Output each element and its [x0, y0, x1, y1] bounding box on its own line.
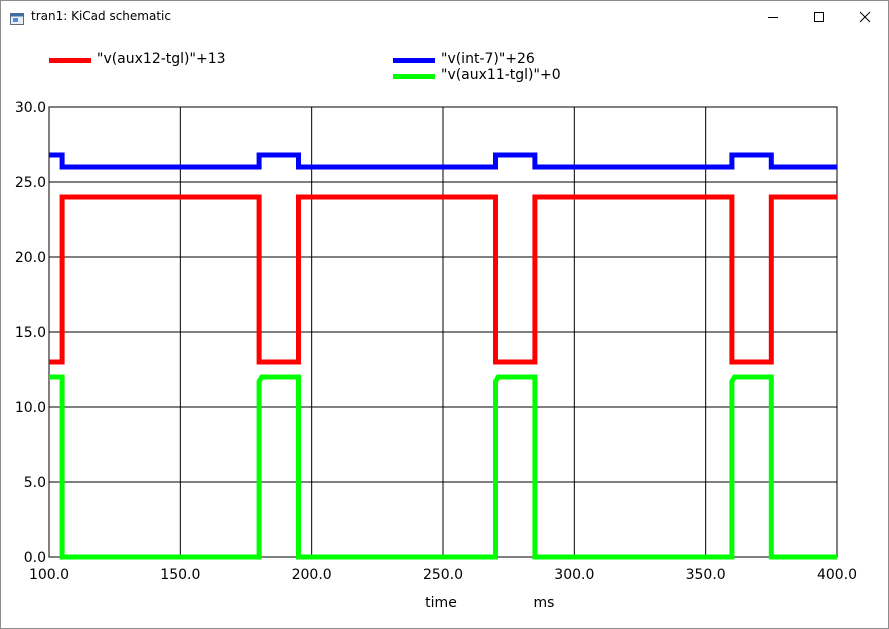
minimize-icon: [768, 17, 778, 18]
legend-label-aux11: "v(aux11-tgl)"+0: [441, 67, 561, 83]
y-tick-label: 20.0: [15, 250, 46, 266]
kicad-app-icon: [10, 10, 24, 25]
minimize-button[interactable]: [750, 1, 796, 32]
maximize-icon: [814, 12, 824, 22]
y-tick-label: 5.0: [24, 475, 46, 491]
legend-label-int7: "v(int-7)"+26: [441, 51, 535, 67]
legend-label-aux12: "v(aux12-tgl)"+13: [97, 51, 226, 67]
x-tick-label: 300.0: [554, 567, 594, 583]
x-tick-label: 150.0: [160, 567, 200, 583]
x-tick-label: 100.0: [29, 567, 69, 583]
x-tick-label: 400.0: [817, 567, 857, 583]
y-tick-label: 0.0: [24, 550, 46, 566]
y-tick-label: 10.0: [15, 400, 46, 416]
close-button[interactable]: [842, 1, 888, 32]
y-tick-label: 25.0: [15, 175, 46, 191]
y-tick-label: 15.0: [15, 325, 46, 341]
series-line-1: [49, 152, 837, 170]
legend-swatch-aux11: [393, 74, 435, 79]
x-axis-label: time: [425, 595, 457, 611]
x-tick-label: 200.0: [292, 567, 332, 583]
legend-swatch-int7: [393, 58, 435, 63]
window-title: tran1: KiCad schematic: [31, 9, 171, 23]
series-line-2: [49, 374, 837, 560]
y-tick-label: 30.0: [15, 100, 46, 116]
title-bar[interactable]: tran1: KiCad schematic: [1, 1, 888, 32]
close-icon: [859, 11, 871, 23]
legend-swatch-aux12: [49, 58, 91, 63]
x-tick-label: 350.0: [686, 567, 726, 583]
x-tick-label: 250.0: [423, 567, 463, 583]
series-line-0: [49, 194, 837, 365]
maximize-button[interactable]: [796, 1, 842, 32]
x-axis-unit: ms: [534, 595, 555, 611]
